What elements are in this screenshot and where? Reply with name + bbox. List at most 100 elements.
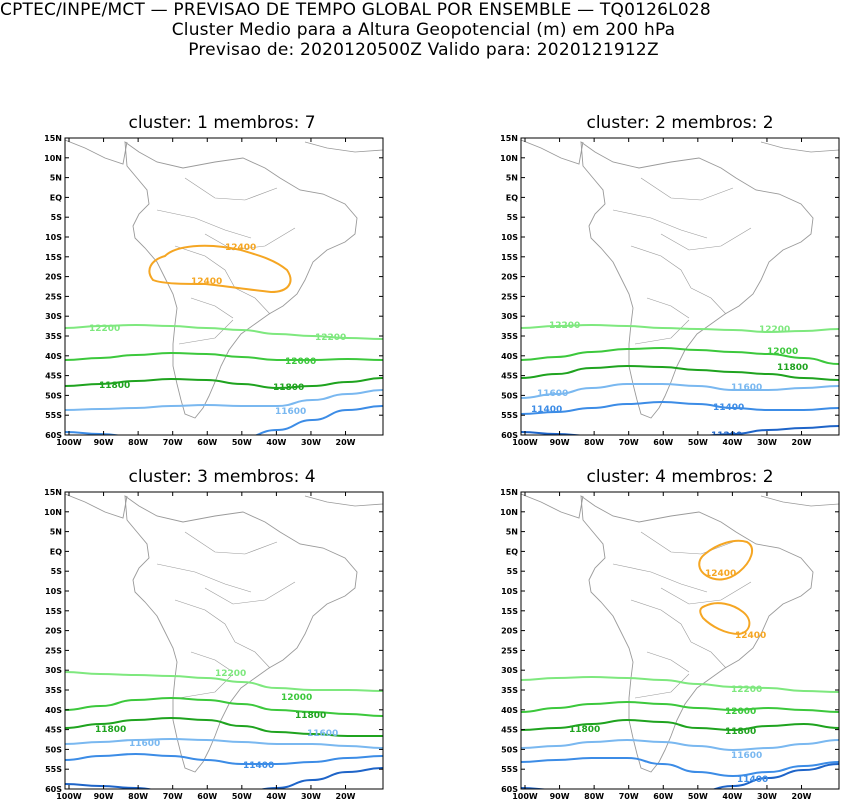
longitude-tick-label: 20W xyxy=(336,438,356,447)
country-border xyxy=(174,245,236,289)
contour-label: 11800 xyxy=(725,727,756,737)
map-frame xyxy=(64,137,384,436)
contour-label: 12400 xyxy=(735,631,766,641)
latitude-tick-label: 60S xyxy=(45,785,62,794)
latitude-tick-label: 10N xyxy=(44,154,62,163)
latitude-tick-label: 5S xyxy=(507,567,519,576)
geopotential-contour xyxy=(65,737,383,749)
latitude-tick-label: 45S xyxy=(501,372,518,381)
latitude-tick-label: 15S xyxy=(45,607,62,616)
geopotential-contour xyxy=(521,763,839,789)
contour-label: 11400 xyxy=(713,403,744,413)
longitude-tick-label: 20W xyxy=(792,438,812,447)
geopotential-contour xyxy=(65,377,383,390)
longitude-tick-label: 60W xyxy=(653,438,673,447)
coastline-africa xyxy=(304,495,383,507)
latitude-tick-label: 55S xyxy=(501,411,518,420)
longitude-tick-label: 100W xyxy=(56,792,82,801)
coastline-central-america xyxy=(521,139,584,165)
latitude-tick-label: 25S xyxy=(45,292,62,301)
map-frame xyxy=(64,491,384,790)
map-frame xyxy=(520,491,840,790)
latitude-tick-label: 15S xyxy=(501,607,518,616)
latitude-tick-label: 35S xyxy=(45,332,62,341)
latitude-tick-label: 5N xyxy=(50,174,62,183)
longitude-tick-label: 20W xyxy=(336,792,356,801)
geopotential-contour xyxy=(521,364,839,381)
contour-label: 12200 xyxy=(215,669,246,679)
longitude-tick-label: 60W xyxy=(197,792,217,801)
map-panel-3: 1220012000118001180011600116001140015N10… xyxy=(44,488,384,801)
geopotential-contour-closed xyxy=(698,539,754,581)
latitude-tick-label: 15S xyxy=(45,253,62,262)
latitude-tick-label: EQ xyxy=(506,193,518,202)
map-panel-2: 12200 12200 12000 11800 11600 11600 11400 11400… xyxy=(500,134,840,447)
longitude-tick-label: 50W xyxy=(688,438,708,447)
longitude-tick-label: 50W xyxy=(688,792,708,801)
contour-label: 12400 xyxy=(191,277,222,287)
country-border xyxy=(204,227,296,251)
latitude-tick-label: 45S xyxy=(501,726,518,735)
contour-label: 11400 xyxy=(737,775,768,785)
contour-label: 11800 xyxy=(295,711,326,721)
header-line-3: Previsao de: 2020120500Z Valido para: 20… xyxy=(188,40,659,60)
latitude-tick-label: 50S xyxy=(45,391,62,400)
country-border xyxy=(612,209,708,239)
latitude-tick-label: 5S xyxy=(51,213,63,222)
longitude-tick-label: 100W xyxy=(56,438,82,447)
latitude-tick-label: 10S xyxy=(501,233,518,242)
latitude-tick-label: 5N xyxy=(50,528,62,537)
latitude-tick-label: 45S xyxy=(45,372,62,381)
country-border xyxy=(184,177,278,201)
latitude-tick-label: 20S xyxy=(45,627,62,636)
latitude-tick-label: 50S xyxy=(501,391,518,400)
contour-label: 12000 xyxy=(285,357,316,367)
geopotential-contour xyxy=(65,767,383,789)
latitude-tick-label: 10N xyxy=(500,508,518,517)
country-border xyxy=(184,531,278,555)
country-border xyxy=(690,287,727,315)
map-panel-4: 12400 12400 12200 12000 11800 11800 11600 11400… xyxy=(500,488,840,801)
contour-label: 11800 xyxy=(95,725,126,735)
latitude-tick-label: 5N xyxy=(506,174,518,183)
panel-4-title: cluster: 4 membros: 2 xyxy=(586,467,774,487)
coastline-africa xyxy=(760,141,839,153)
geopotential-contour-closed xyxy=(148,244,292,294)
contour-label: 11600 xyxy=(537,389,568,399)
latitude-tick-label: 40S xyxy=(501,706,518,715)
latitude-tick-label: 15N xyxy=(44,134,62,143)
longitude-tick-label: 90W xyxy=(550,792,570,801)
header-line-1: CPTEC/INPE/MCT — PREVISAO DE TEMPO GLOBA… xyxy=(0,0,711,20)
country-border xyxy=(634,319,690,345)
latitude-tick-label: EQ xyxy=(50,547,62,556)
contour-label: 11600 xyxy=(731,383,762,393)
geopotential-contour xyxy=(521,718,839,732)
latitude-tick-label: 10N xyxy=(500,154,518,163)
panel-2-title: cluster: 2 membros: 2 xyxy=(586,113,774,133)
geopotential-contour xyxy=(65,752,383,765)
map-frame xyxy=(520,137,840,436)
coastline-africa xyxy=(760,495,839,507)
contour-label: 12200 xyxy=(731,685,762,695)
longitude-tick-label: 40W xyxy=(722,792,742,801)
geopotential-contour xyxy=(521,323,839,334)
country-border xyxy=(190,651,234,673)
longitude-tick-label: 90W xyxy=(550,438,570,447)
latitude-tick-label: 40S xyxy=(45,352,62,361)
longitude-tick-label: 30W xyxy=(301,438,321,447)
latitude-tick-label: 15N xyxy=(500,134,518,143)
country-border xyxy=(612,563,708,593)
latitude-tick-label: 45S xyxy=(45,726,62,735)
panel-1-title: cluster: 1 membros: 7 xyxy=(128,113,316,133)
longitude-tick-label: 30W xyxy=(757,792,777,801)
contour-label: 11400 xyxy=(531,405,562,415)
coastline xyxy=(580,495,814,773)
latitude-tick-label: 20S xyxy=(501,627,518,636)
longitude-tick-label: 90W xyxy=(94,438,114,447)
contour-label: 11600 xyxy=(129,739,160,749)
contour-label: 11800 xyxy=(99,381,130,391)
geopotential-contour xyxy=(521,425,839,435)
latitude-tick-label: 20S xyxy=(501,273,518,282)
longitude-tick-label: 60W xyxy=(653,792,673,801)
latitude-tick-label: 25S xyxy=(501,646,518,655)
